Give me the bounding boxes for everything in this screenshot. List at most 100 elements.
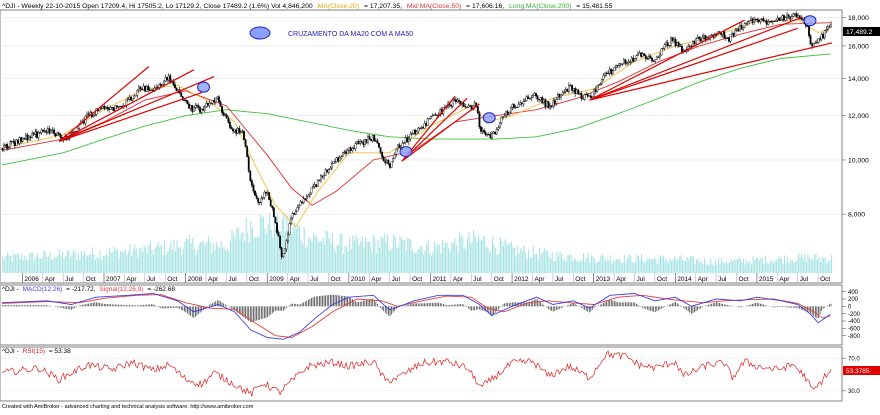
price-bar-body — [191, 105, 194, 112]
volume-bar — [539, 247, 541, 273]
price-bar-body — [596, 85, 599, 92]
volume-bar — [396, 248, 398, 273]
volume-bar — [2, 256, 4, 273]
price-bar-body — [533, 92, 536, 96]
price-bar-body — [409, 134, 412, 140]
price-bar-body — [216, 96, 219, 99]
volume-bar — [562, 258, 564, 273]
price-bar-body — [676, 42, 679, 46]
price-bar-body — [403, 142, 406, 144]
price-bar-body — [702, 35, 705, 38]
price-bar-body — [491, 133, 493, 138]
price-bar-body — [679, 45, 682, 47]
volume-bar — [157, 242, 159, 273]
price-bar-body — [167, 75, 170, 81]
price-bar-body — [390, 161, 393, 168]
price-bar-body — [757, 20, 760, 22]
volume-bar — [520, 248, 522, 273]
price-bar-body — [426, 118, 429, 126]
time-tick-label: Jul — [310, 276, 319, 283]
volume-bar — [382, 237, 384, 273]
volume-bar — [413, 252, 415, 273]
price-bar-body — [318, 179, 321, 181]
price-bar-body — [211, 100, 214, 104]
time-tick-label: Oct — [167, 276, 177, 283]
volume-bar — [674, 256, 676, 273]
price-bar-body — [166, 77, 169, 81]
volume-bar — [306, 246, 308, 273]
price-tick-label: 14,000 — [848, 76, 869, 83]
volume-bar — [567, 254, 569, 273]
volume-bar — [57, 255, 59, 273]
macd-header: ^DJI - MACD(12,26) = -217.72, Signal(12,… — [2, 286, 175, 293]
volume-bar — [368, 241, 370, 273]
volume-bar — [248, 242, 250, 273]
volume-bar — [663, 255, 665, 273]
price-bar-body — [668, 45, 671, 47]
time-tick-label: Apr — [371, 276, 382, 283]
price-bar-body — [172, 81, 175, 85]
price-bar-body — [728, 37, 730, 42]
volume-bar — [298, 226, 301, 273]
volume-bar — [123, 251, 125, 273]
volume-bar — [449, 252, 451, 273]
volume-bar — [619, 259, 621, 273]
volume-bar — [689, 256, 691, 273]
volume-bar — [432, 251, 434, 273]
price-bar-body — [671, 37, 674, 42]
price-bar-body — [616, 65, 619, 67]
time-tick-label: 2006 — [24, 276, 39, 283]
volume-bar — [60, 255, 62, 273]
volume-bar — [809, 258, 811, 273]
volume-bar — [267, 224, 269, 273]
volume-bar — [112, 251, 114, 273]
price-bar-body — [572, 88, 575, 91]
volume-bar — [728, 262, 731, 273]
volume-bar — [518, 253, 520, 273]
price-bar-body — [142, 85, 145, 90]
volume-bar — [771, 260, 773, 273]
price-bar-body — [302, 198, 305, 203]
time-tick-label: Oct — [820, 276, 830, 283]
volume-bar — [783, 255, 786, 273]
price-bar-body — [553, 100, 556, 104]
price-bar-body — [630, 57, 633, 63]
price-bar-body — [164, 77, 167, 82]
price-bar-body — [502, 116, 504, 118]
volume-bar — [237, 227, 239, 273]
price-bar-body — [509, 106, 512, 113]
signal-line — [1, 294, 831, 338]
volume-bar — [87, 255, 89, 273]
volume-bar — [35, 256, 37, 273]
volume-bar — [85, 257, 87, 273]
price-bar-body — [783, 15, 785, 21]
volume-bar — [200, 242, 202, 273]
volume-bar — [474, 236, 476, 273]
time-tick-label: 2014 — [677, 276, 692, 283]
price-bar-body — [43, 130, 46, 132]
price-bar-body — [571, 84, 573, 91]
volume-bar — [303, 227, 305, 273]
volume-bar — [74, 251, 76, 273]
price-bar-body — [552, 100, 555, 107]
volume-bar — [620, 262, 622, 273]
volume-bar — [713, 265, 715, 273]
volume-bar — [499, 237, 501, 273]
volume-bar — [521, 251, 523, 273]
price-bar-body — [619, 63, 622, 65]
price-bar-body — [770, 21, 773, 23]
volume-bar — [55, 256, 57, 273]
price-bar-body — [817, 38, 820, 43]
price-bar-body — [564, 88, 567, 93]
volume-bar — [349, 237, 351, 273]
volume-bar — [804, 253, 806, 273]
volume-bar — [457, 252, 459, 273]
signal-label: Signal(12,26,9) — [99, 286, 143, 293]
volume-bar — [388, 248, 390, 273]
volume-bar — [422, 254, 425, 273]
price-bar-body — [497, 127, 500, 130]
volume-bar — [407, 237, 409, 273]
price-bar-body — [411, 132, 413, 135]
volume-bar — [115, 250, 117, 273]
ma50-label: Mid MA(Close,50) — [407, 3, 461, 10]
